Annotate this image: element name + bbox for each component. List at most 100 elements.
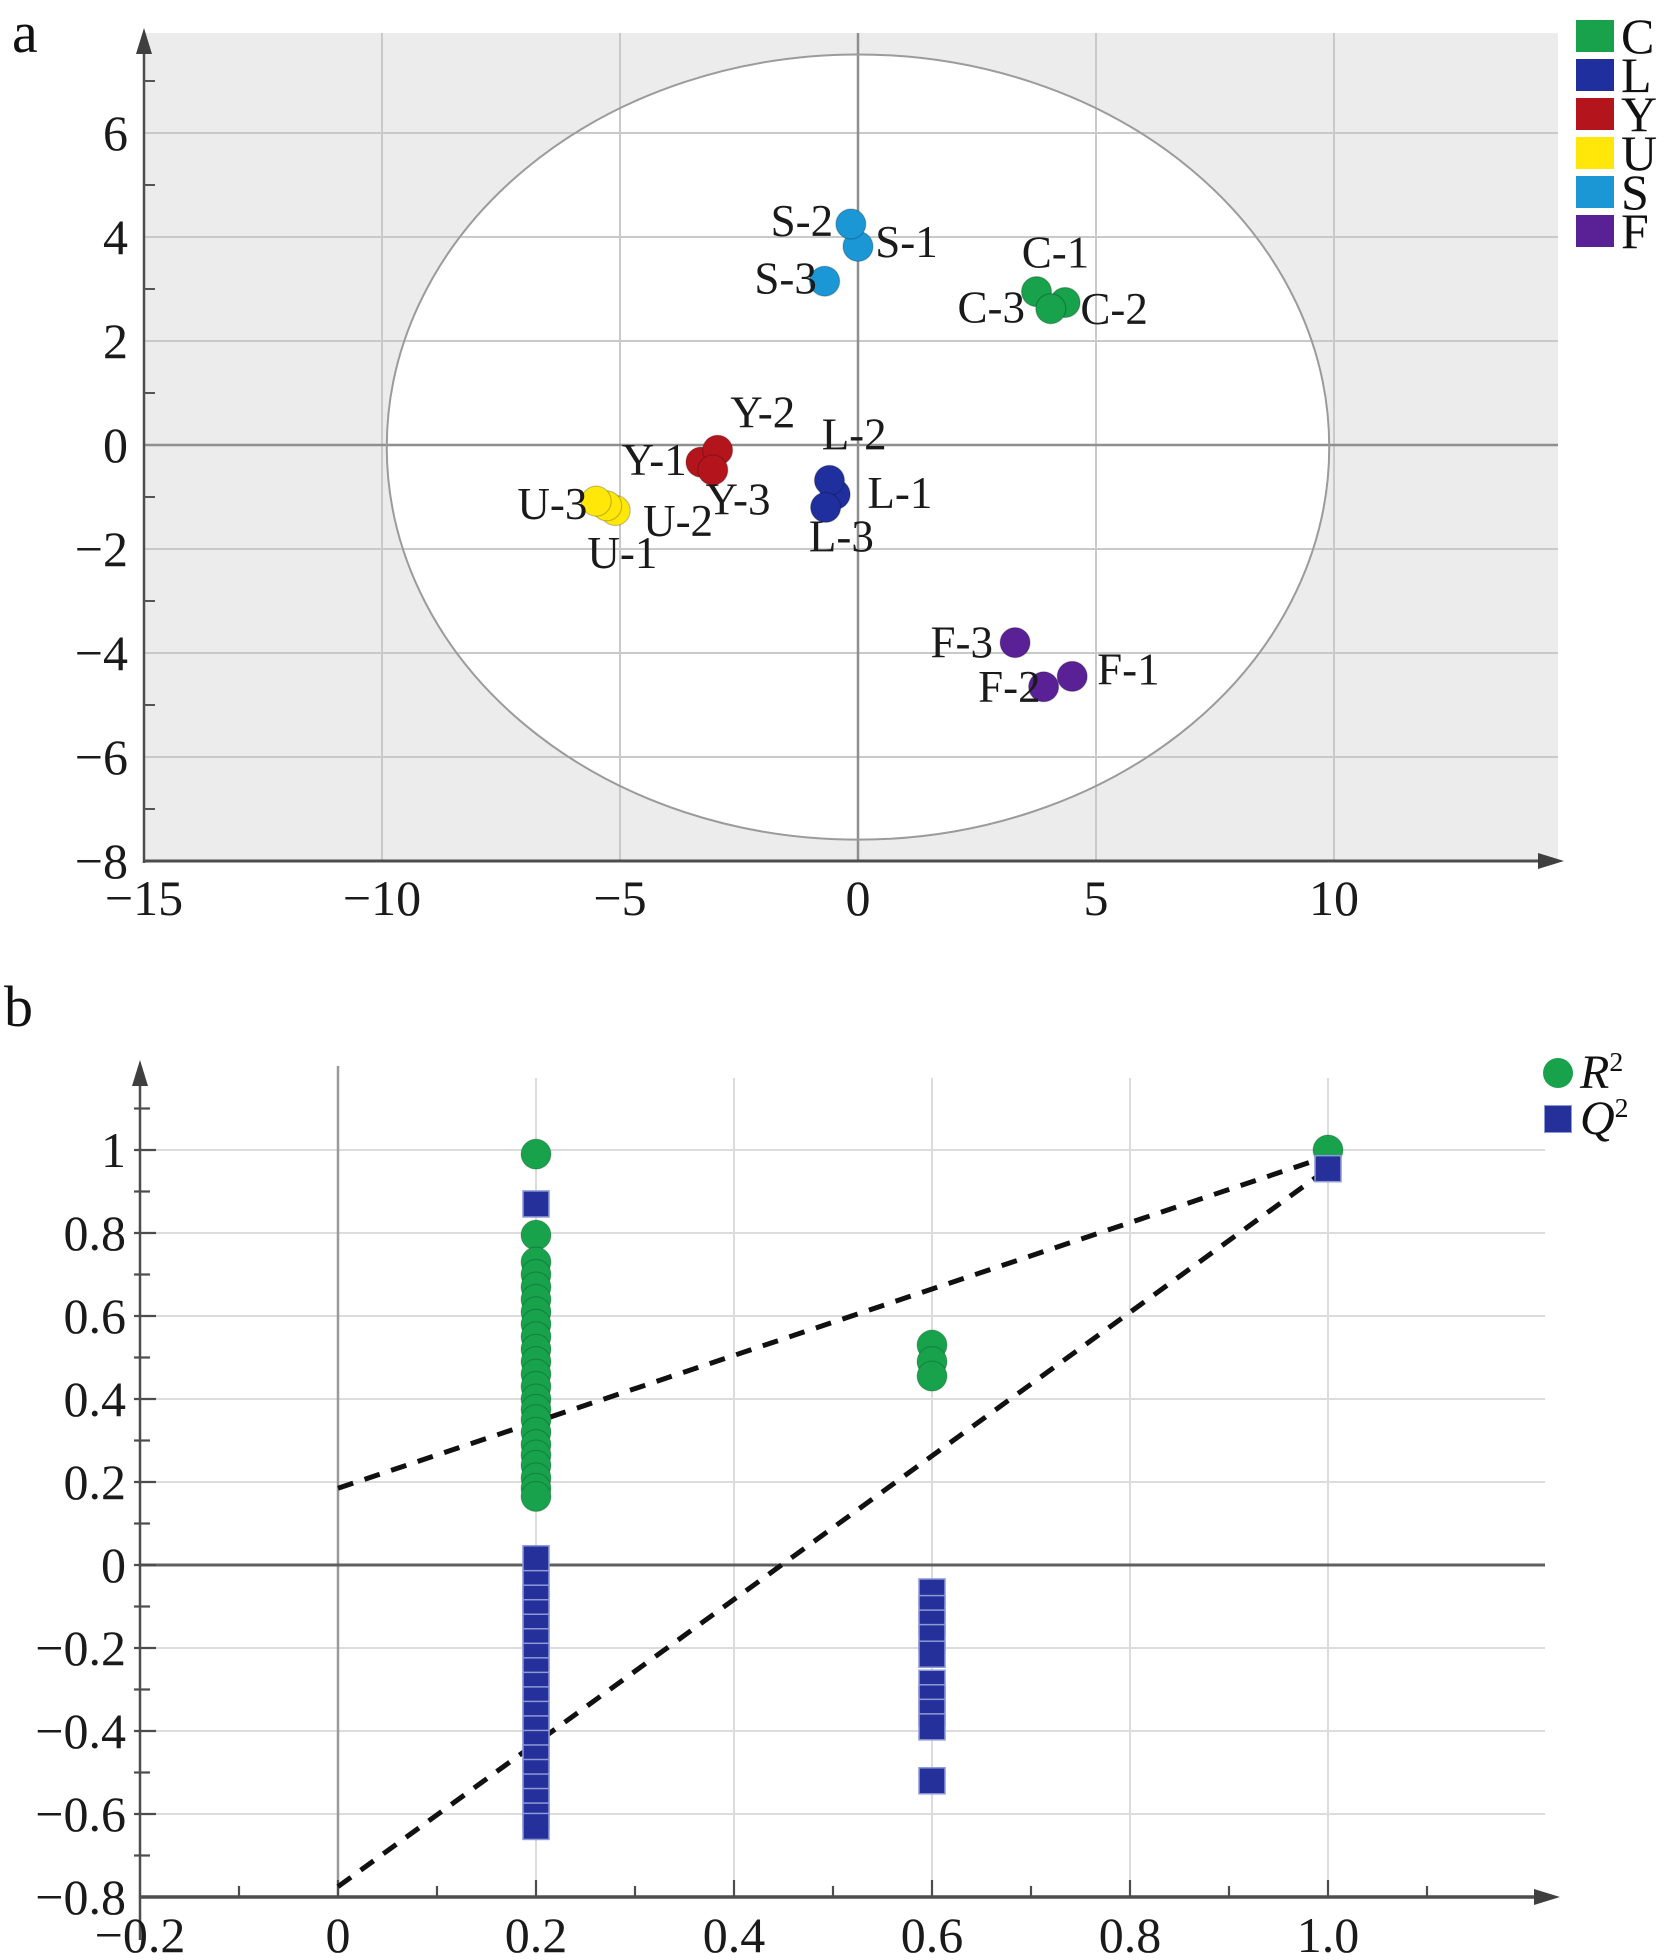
point-Q2 [522,1812,550,1841]
scatter-point-S-3 [809,265,841,297]
scatter-point-L-2 [813,464,846,496]
legend-label-Q2: Q2 [1580,1095,1629,1143]
legend-label-superscript: 2 [1614,1093,1629,1124]
y-axis-arrow-icon [132,1060,148,1086]
panel-a-y-tick-label: 2 [103,313,128,369]
panel-b-x-tick-label: −0.2 [95,1907,186,1960]
sample-label-Y-2: Y-2 [730,388,795,438]
sample-label-F-2: F-2 [978,662,1041,712]
panel-b-x-tick-label: 0.6 [901,1907,964,1960]
sample-label-S-2: S-2 [771,196,834,246]
sample-label-L-3: L-3 [809,511,874,561]
scatter-point-S-2 [835,208,867,240]
panel-a-x-tick-label: −5 [593,870,646,926]
panel-a-x-tick-label: −15 [105,870,183,926]
legend-item-Y: Y [1576,89,1657,139]
panel-a-x-tick-label: 0 [846,870,871,926]
scatter-point-U-3 [580,485,612,517]
point-Q2 [522,1545,550,1573]
legend-label-L: L [1621,46,1652,103]
panel-b-y-tick-label: −0.6 [35,1786,126,1842]
panel-a-y-tick-label: 0 [103,417,128,473]
panel-a-y-tick-label: 6 [103,105,128,161]
panel-a-x-tick-label: 5 [1084,870,1109,926]
panel-b-x-tick-label: 0.4 [703,1907,766,1960]
legend-item-R2: R2 [1542,1049,1629,1097]
legend-swatch-C-icon [1576,19,1614,52]
scatter-point-L-3 [810,491,842,523]
legend-item-C: C [1576,11,1657,61]
point-Q2 [522,1190,550,1218]
scatter-point-Y-3 [697,454,729,486]
sample-label-S-1: S-1 [875,217,938,267]
panel-b-legend: R2 Q2 [1542,1049,1629,1143]
panel-b-x-tick-label: 1.0 [1297,1907,1360,1960]
legend-label-Y: Y [1621,85,1658,142]
panel-b-y-tick-label: 0.4 [64,1371,127,1427]
legend-swatch-S-icon [1576,175,1614,208]
panel-b-y-tick-label: −0.4 [35,1703,126,1759]
sample-label-L-2: L-2 [822,410,887,460]
sample-label-U-2: U-2 [643,496,713,546]
panel-b-y-tick-label: 0.6 [64,1288,127,1344]
legend-label-base: R [1580,1046,1610,1099]
legend-swatch-Y-icon [1576,97,1614,130]
scatter-point-F-3 [999,626,1031,659]
legend-label-U: U [1621,124,1658,181]
legend-label-R2: R2 [1580,1049,1623,1097]
legend-item-Q2: Q2 [1542,1095,1629,1143]
panel-b-x-tick-label: 0.8 [1099,1907,1162,1960]
panel-a-y-tick-label: 4 [103,209,128,265]
legend-item-L: L [1576,50,1657,100]
legend-swatch-F-icon [1576,214,1614,247]
point-R2 [520,1481,552,1513]
point-R2 [520,1138,552,1170]
sample-label-U-3: U-3 [517,479,587,529]
legend-swatch-U-icon [1576,136,1614,169]
panel-b-x-tick-label: 0 [326,1907,351,1960]
sample-label-L-1: L-1 [867,468,932,518]
sample-label-Y-3: Y-3 [706,475,771,525]
point-Q2 [918,1713,946,1741]
panel-b-x-tick-label: 0.2 [505,1907,568,1960]
legend-label-base: Q [1580,1092,1615,1145]
legend-item-U: U [1576,128,1657,178]
legend-marker-R-icon [1542,1058,1574,1088]
legend-item-S: S [1576,167,1657,217]
panel-a-label: a [12,0,38,65]
regression-dashed-line-Q2 [336,1166,1330,1889]
legend-label-S: S [1621,163,1649,220]
panel-b-y-tick-label: 0.2 [64,1454,127,1510]
square-marker-icon [1544,1105,1572,1133]
panel-b-y-tick-label: 1 [101,1122,126,1178]
legend-item-F: F [1576,206,1657,256]
x-axis-arrow-icon [1534,1889,1560,1905]
sample-label-F-3: F-3 [931,618,994,668]
legend-label-superscript: 2 [1609,1047,1624,1078]
x-axis-arrow-icon [1538,853,1564,869]
sample-label-C-1: C-1 [1022,228,1090,278]
point-R2 [520,1219,552,1251]
point-R2 [916,1360,948,1392]
sample-label-S-3: S-3 [754,254,817,304]
panel-b-label: b [4,974,33,1039]
panel-a-plot: 6 4 2 0 −2 −4 −6 −8−15 −10 −5 0 5 10 C-1 C-2 C-3 L-1 L-2 L… [75,28,1564,926]
point-Q2 [1314,1154,1342,1183]
sample-label-U-1: U-1 [587,528,657,578]
panel-a-x-tick-label: −10 [343,870,421,926]
panel-b-plot: 10.80.60.40.20−0.2−0.4−0.6−0.8−0.2 0 0.2 0.… [35,1060,1560,1960]
scatter-point-F-2 [1028,671,1060,703]
circle-marker-icon [1543,1058,1573,1088]
point-Q2 [918,1640,946,1668]
panel-b-y-tick-label: −0.2 [35,1620,126,1676]
scatter-point-C-3 [1035,293,1067,325]
legend-label-C: C [1621,7,1655,64]
sample-label-C-2: C-2 [1080,284,1148,334]
panel-a-y-tick-label: −6 [75,729,128,785]
scatter-point-F-1 [1056,660,1088,693]
panel-b-y-tick-label: 0.8 [64,1205,127,1261]
legend-marker-Q-icon [1542,1105,1574,1133]
